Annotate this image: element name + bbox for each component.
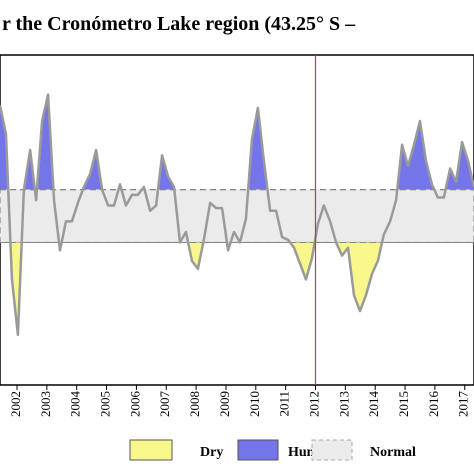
x-tick-label: 2004 (68, 391, 83, 418)
x-tick-label: 2007 (157, 391, 172, 418)
legend-swatch (129, 439, 173, 461)
normal-band (0, 189, 474, 244)
x-tick-label: 2005 (98, 391, 113, 417)
x-tick-label: 2002 (8, 391, 23, 417)
legend-label: Normal (370, 445, 416, 460)
x-tick-label: 2011 (277, 391, 292, 417)
x-tick-label: 2009 (217, 391, 232, 417)
index-line (0, 93, 474, 337)
x-tick-label: 2012 (306, 391, 321, 417)
chart-title: r the Cronómetro Lake region (43.25° S – (2, 13, 356, 35)
x-tick-label: 2013 (336, 391, 351, 417)
x-tick-label: 2010 (247, 391, 262, 417)
x-tick-label: 2016 (426, 391, 441, 418)
x-tick-label: 2008 (187, 391, 202, 417)
legend-swatch (311, 439, 353, 461)
legend-label: Dry (200, 445, 223, 460)
x-tick-label: 2003 (38, 391, 53, 417)
x-tick-label: 2015 (396, 391, 411, 417)
x-tick-label: 2014 (366, 391, 381, 418)
dry-area (0, 242, 474, 335)
x-tick-label: 2017 (456, 391, 471, 418)
x-tick-label: 2006 (127, 391, 142, 418)
legend-swatch (237, 439, 279, 461)
